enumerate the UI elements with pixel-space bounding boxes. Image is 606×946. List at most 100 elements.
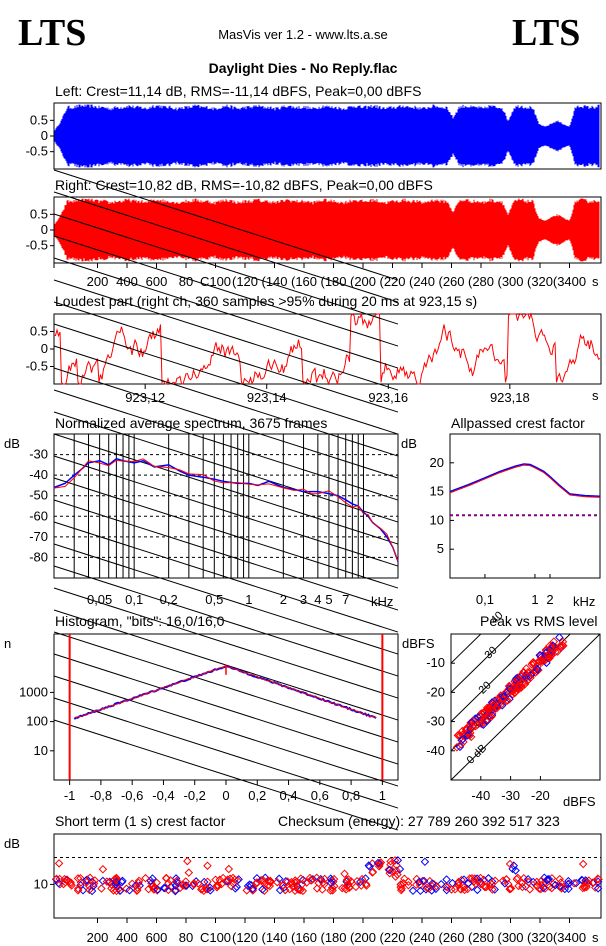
peakrms-ytick-label: -10 xyxy=(426,655,445,670)
shortcrest-point xyxy=(569,879,579,888)
spectrum-xtick-label: 0,5 xyxy=(205,592,223,607)
shortcrest-title: Short term (1 s) crest factor xyxy=(55,813,226,829)
logo-right: LTS xyxy=(512,12,580,54)
peakrms-point xyxy=(514,682,523,692)
peakrms-point xyxy=(466,732,476,742)
shortcrest-xtick-label: (220 xyxy=(379,930,405,945)
peakrms-frame xyxy=(450,633,601,781)
crest-xtick-label: 1 xyxy=(531,592,538,607)
peakrms-point xyxy=(487,710,497,720)
shortcrest-xtick-label: 400 xyxy=(116,930,138,945)
spectrum-slope xyxy=(53,279,399,391)
shortcrest-point xyxy=(132,886,142,896)
histogram-right-series xyxy=(74,665,377,719)
shortcrest-point xyxy=(589,878,598,887)
shortcrest-point xyxy=(312,873,321,883)
shortcrest-point xyxy=(564,884,573,893)
shortcrest-point xyxy=(184,868,194,877)
shortcrest-point xyxy=(172,876,182,886)
wave-xtick-label: (300 xyxy=(497,274,523,289)
loudest-series xyxy=(53,312,601,386)
peakrms-point xyxy=(478,714,488,723)
shortcrest-point xyxy=(159,883,169,893)
shortcrest-frame xyxy=(53,833,602,919)
left-ytick-label: -0.5 xyxy=(26,144,48,159)
wave-xtick-label: 200 xyxy=(87,274,109,289)
histogram-xtick-label: 0,6 xyxy=(311,788,329,803)
shortcrest-point xyxy=(540,873,549,882)
loudest-ytick-label: -0.5 xyxy=(26,359,48,374)
peakrms-ytick-label: -20 xyxy=(426,684,445,699)
shortcrest-point xyxy=(164,885,173,895)
shortcrest-point xyxy=(153,885,162,894)
shortcrest-xtick-label: (120 xyxy=(232,930,258,945)
shortcrest-point xyxy=(228,873,238,883)
spectrum-grid xyxy=(53,169,399,831)
loudest-xunit: s xyxy=(592,388,599,403)
histogram-xtick-label: 0,4 xyxy=(280,788,298,803)
spectrum-slope xyxy=(53,477,399,589)
shortcrest-point xyxy=(218,873,228,883)
peakrms-xlabel: dBFS xyxy=(563,794,596,809)
spectrum-xtick-label: 3 xyxy=(300,592,307,607)
spectrum-slope xyxy=(53,719,399,831)
shortcrest-point xyxy=(373,858,383,868)
peakrms-point xyxy=(497,701,507,710)
shortcrest-point xyxy=(416,886,425,896)
shortcrest-point xyxy=(525,885,535,894)
shortcrest-point xyxy=(511,866,520,875)
wave-xtick-label: (260 xyxy=(438,274,464,289)
peakrms-point xyxy=(458,735,467,744)
shortcrest-ylabel: dB xyxy=(4,836,20,851)
crest-xtick-label: 2 xyxy=(546,592,553,607)
shortcrest-point xyxy=(578,876,587,885)
peakrms-points xyxy=(452,633,568,752)
shortcrest-point xyxy=(340,869,349,878)
peakrms-point xyxy=(546,643,555,652)
shortcrest-point xyxy=(464,879,473,888)
shortcrest-point xyxy=(593,884,603,893)
spectrum-xtick-label: 1 xyxy=(245,592,252,607)
shortcrest-point xyxy=(397,884,406,893)
spectrum-ytick-label: -30 xyxy=(29,447,48,462)
right-title: Right: Crest=10,82 dB, RMS=-10,82 dBFS, … xyxy=(55,177,433,193)
shortcrest-point xyxy=(263,876,273,885)
spectrum-slope xyxy=(53,213,399,325)
shortcrest-point xyxy=(320,874,329,884)
peakrms-diagonal xyxy=(450,633,482,664)
shortcrest-point xyxy=(500,879,510,888)
peakrms-point xyxy=(529,659,539,669)
loudest-xtick-label: 923,18 xyxy=(490,390,530,405)
peakrms-title: Peak vs RMS level xyxy=(480,613,597,629)
shortcrest-point xyxy=(242,886,252,895)
shortcrest-point xyxy=(274,874,284,884)
shortcrest-point xyxy=(275,885,285,895)
shortcrest-point xyxy=(252,879,261,888)
shortcrest-xtick-label: 200 xyxy=(87,930,109,945)
shortcrest-point xyxy=(287,879,297,889)
spectrum-slope xyxy=(53,301,399,413)
spectrum-slope xyxy=(53,565,399,677)
loudest-ytick-label: 0 xyxy=(41,341,48,356)
shortcrest-point xyxy=(162,873,171,883)
spectrum-xunit: kHz xyxy=(371,594,393,609)
shortcrest-point xyxy=(551,880,560,890)
wave-xtick-label: (240 xyxy=(409,274,435,289)
shortcrest-point xyxy=(97,884,106,893)
wave-xtick-label: (140 xyxy=(261,274,287,289)
shortcrest-point xyxy=(66,878,75,887)
shortcrest-point xyxy=(287,877,296,887)
shortcrest-points xyxy=(51,856,603,896)
shortcrest-point xyxy=(85,885,94,895)
wave-xtick-label: 600 xyxy=(146,274,168,289)
spectrum-xtick-label: 4 xyxy=(314,592,321,607)
crest-xunit: kHz xyxy=(573,594,595,609)
left-series xyxy=(54,104,600,168)
shortcrest-point xyxy=(89,879,99,888)
shortcrest-xtick-label: (140 xyxy=(261,930,287,945)
peakrms-point xyxy=(537,657,547,667)
spectrum-slope xyxy=(53,191,399,303)
shortcrest-point xyxy=(463,884,472,894)
shortcrest-point xyxy=(171,886,180,896)
shortcrest-xtick-label: (300 xyxy=(497,930,523,945)
